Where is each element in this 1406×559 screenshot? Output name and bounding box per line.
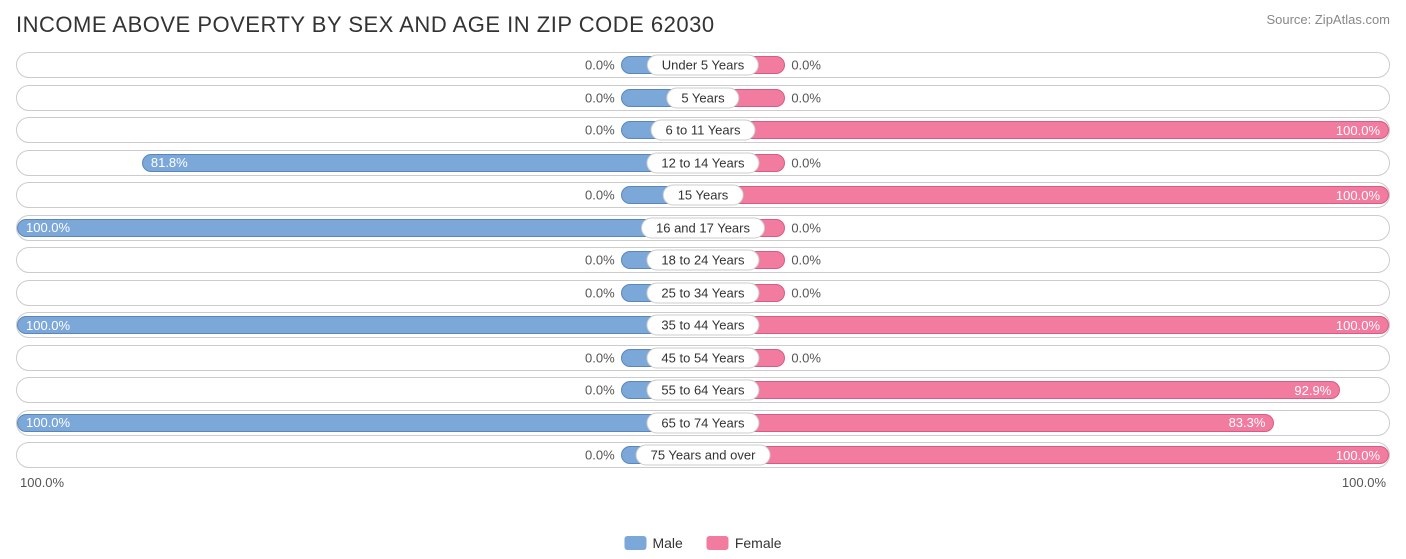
- chart-row: 100.0% 83.3% 65 to 74 Years: [16, 410, 1390, 436]
- chart-row: 0.0% 100.0% 6 to 11 Years: [16, 117, 1390, 143]
- category-label: 55 to 64 Years: [646, 380, 759, 401]
- female-value: 0.0%: [791, 58, 821, 73]
- legend-item-female: Female: [707, 535, 782, 551]
- female-bar: 92.9%: [703, 381, 1340, 399]
- female-value: 100.0%: [1336, 188, 1380, 203]
- male-value: 100.0%: [26, 318, 70, 333]
- female-value: 0.0%: [791, 90, 821, 105]
- category-label: 25 to 34 Years: [646, 282, 759, 303]
- male-value: 100.0%: [26, 415, 70, 430]
- category-label: 16 and 17 Years: [641, 217, 765, 238]
- category-label: 12 to 14 Years: [646, 152, 759, 173]
- chart-row: 100.0% 0.0% 16 and 17 Years: [16, 215, 1390, 241]
- chart-source: Source: ZipAtlas.com: [1266, 12, 1390, 27]
- legend-swatch-male: [624, 536, 646, 550]
- chart-row: 81.8% 0.0% 12 to 14 Years: [16, 150, 1390, 176]
- male-value: 0.0%: [585, 90, 615, 105]
- male-value: 0.0%: [585, 123, 615, 138]
- chart-row: 0.0% 0.0% Under 5 Years: [16, 52, 1390, 78]
- female-value: 100.0%: [1336, 318, 1380, 333]
- category-label: Under 5 Years: [647, 55, 759, 76]
- female-value: 0.0%: [791, 155, 821, 170]
- male-value: 0.0%: [585, 58, 615, 73]
- female-value: 100.0%: [1336, 448, 1380, 463]
- male-bar: 100.0%: [17, 316, 703, 334]
- male-bar: 81.8%: [142, 154, 703, 172]
- female-bar: 100.0%: [703, 121, 1389, 139]
- chart-row: 0.0% 100.0% 75 Years and over: [16, 442, 1390, 468]
- male-bar: 100.0%: [17, 219, 703, 237]
- category-label: 15 Years: [663, 185, 744, 206]
- chart-row: 100.0% 100.0% 35 to 44 Years: [16, 312, 1390, 338]
- male-value: 0.0%: [585, 285, 615, 300]
- female-value: 0.0%: [791, 350, 821, 365]
- chart-row: 0.0% 0.0% 18 to 24 Years: [16, 247, 1390, 273]
- female-value: 0.0%: [791, 220, 821, 235]
- chart-row: 0.0% 92.9% 55 to 64 Years: [16, 377, 1390, 403]
- legend-item-male: Male: [624, 535, 682, 551]
- male-value: 0.0%: [585, 383, 615, 398]
- category-label: 18 to 24 Years: [646, 250, 759, 271]
- male-value: 100.0%: [26, 220, 70, 235]
- diverging-bar-chart: 0.0%0.0%Under 5 Years0.0%0.0%5 Years0.0%…: [16, 52, 1390, 468]
- category-label: 45 to 54 Years: [646, 347, 759, 368]
- male-value: 0.0%: [585, 253, 615, 268]
- chart-row: 0.0% 0.0% 45 to 54 Years: [16, 345, 1390, 371]
- chart-row: 0.0% 100.0% 15 Years: [16, 182, 1390, 208]
- category-label: 65 to 74 Years: [646, 412, 759, 433]
- female-value: 0.0%: [791, 285, 821, 300]
- female-value: 100.0%: [1336, 123, 1380, 138]
- female-value: 0.0%: [791, 253, 821, 268]
- female-bar: 100.0%: [703, 186, 1389, 204]
- female-value: 92.9%: [1294, 383, 1331, 398]
- chart-row: 0.0% 0.0% 25 to 34 Years: [16, 280, 1390, 306]
- female-bar: 100.0%: [703, 446, 1389, 464]
- x-axis: 100.0% 100.0%: [16, 475, 1390, 490]
- male-value: 0.0%: [585, 448, 615, 463]
- legend-label-male: Male: [652, 535, 682, 551]
- male-value: 81.8%: [151, 155, 188, 170]
- male-bar: 100.0%: [17, 414, 703, 432]
- chart-header: INCOME ABOVE POVERTY BY SEX AND AGE IN Z…: [16, 12, 1390, 38]
- legend-swatch-female: [707, 536, 729, 550]
- male-value: 0.0%: [585, 188, 615, 203]
- female-bar: 83.3%: [703, 414, 1274, 432]
- axis-right-label: 100.0%: [1342, 475, 1386, 490]
- category-label: 35 to 44 Years: [646, 315, 759, 336]
- legend-label-female: Female: [735, 535, 782, 551]
- female-value: 83.3%: [1229, 415, 1266, 430]
- category-label: 5 Years: [666, 87, 739, 108]
- male-value: 0.0%: [585, 350, 615, 365]
- category-label: 6 to 11 Years: [651, 120, 756, 141]
- female-bar: 100.0%: [703, 316, 1389, 334]
- category-label: 75 Years and over: [636, 445, 771, 466]
- chart-row: 0.0% 0.0% 5 Years: [16, 85, 1390, 111]
- legend: Male Female: [624, 535, 781, 551]
- axis-left-label: 100.0%: [20, 475, 64, 490]
- chart-title: INCOME ABOVE POVERTY BY SEX AND AGE IN Z…: [16, 12, 715, 38]
